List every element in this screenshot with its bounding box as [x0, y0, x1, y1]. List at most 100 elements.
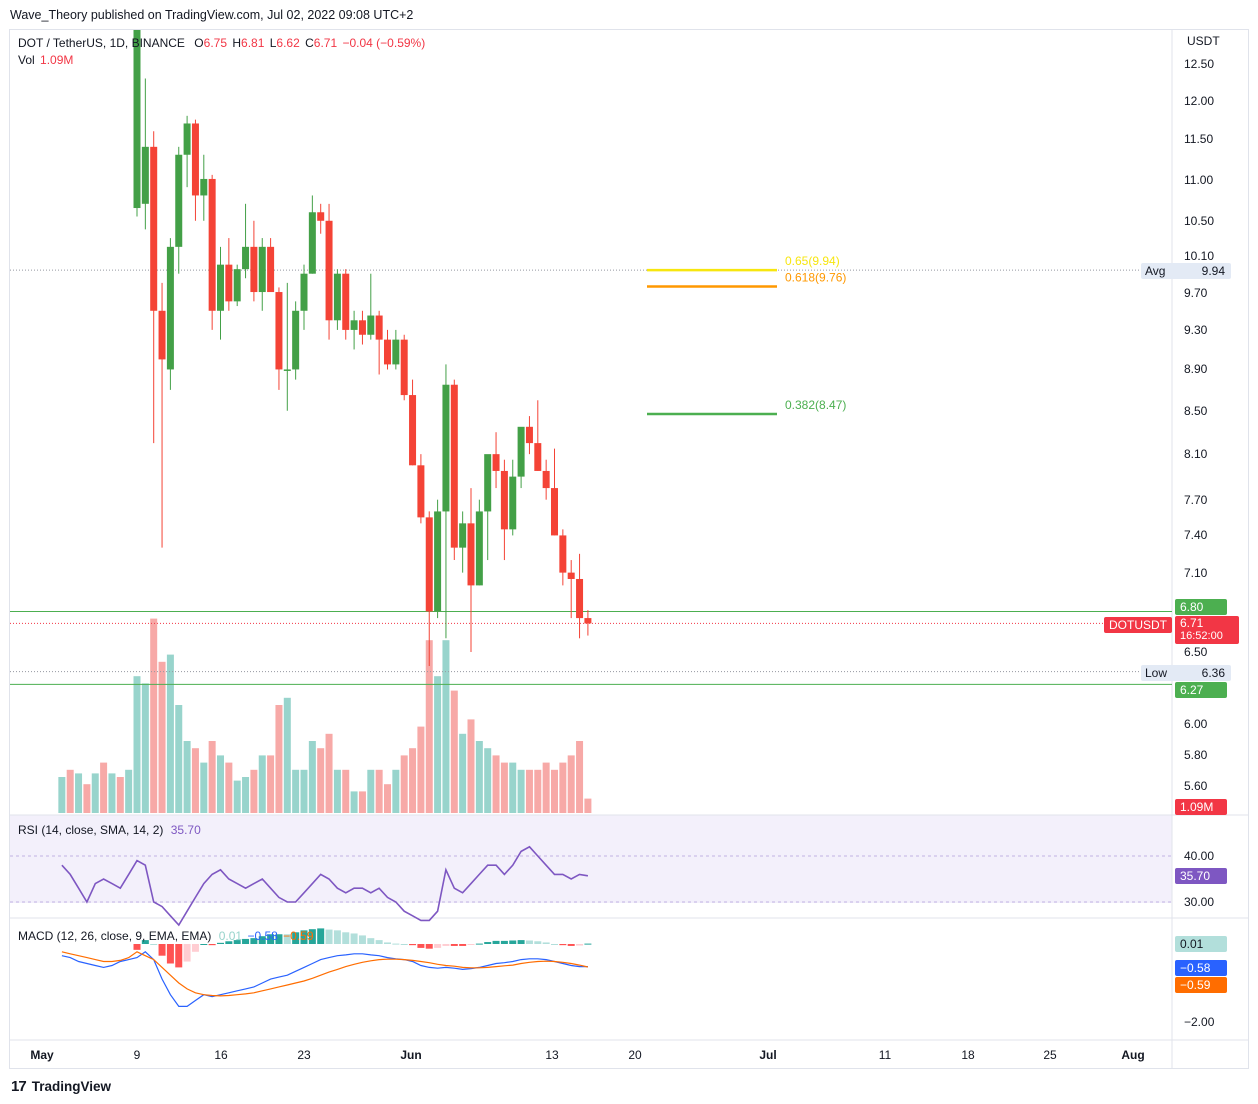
- price-tick-label: 6.50: [1184, 645, 1208, 659]
- macd-hist-bar: [233, 940, 241, 944]
- macd-hist-bar: [217, 942, 224, 944]
- volume-bar: [133, 676, 141, 813]
- candle: [450, 379, 458, 561]
- candle-body: [350, 320, 358, 330]
- candle-body: [567, 572, 575, 579]
- macd-hist-bar: [375, 940, 383, 944]
- time-axis[interactable]: May 9 16 23 Jun 13 20 Jul 11 18 25 Aug: [30, 1048, 1144, 1062]
- candle: [475, 499, 483, 586]
- legend-change: −0.04 (−0.59%): [342, 36, 426, 50]
- candle-body: [559, 535, 567, 573]
- candle: [425, 511, 433, 666]
- time-tick-label: Aug: [1121, 1048, 1144, 1062]
- price-tick-label: 30.00: [1184, 895, 1214, 909]
- macd-pane: [61, 928, 592, 1008]
- volume-bar: [150, 618, 158, 813]
- macd-hist-bar: [417, 944, 425, 948]
- macd-hist-bar: [183, 944, 191, 962]
- candle: [308, 195, 316, 274]
- candle-body: [292, 310, 300, 370]
- candle-body: [217, 264, 224, 311]
- macd-hist-bar: [484, 942, 492, 944]
- time-tick-label: 23: [297, 1048, 311, 1062]
- candle-body: [333, 273, 341, 321]
- macd-hist-bar: [576, 944, 584, 946]
- candle-body: [442, 384, 450, 512]
- candle-body: [308, 212, 316, 274]
- macd-hist-bar: [459, 944, 467, 946]
- price-tick-label: 5.80: [1184, 748, 1208, 762]
- avg-tag-label: Avg: [1145, 264, 1166, 278]
- price-tick-label: 12.00: [1184, 94, 1214, 108]
- macd-hist-bar: [283, 934, 291, 944]
- candle: [367, 273, 375, 340]
- macd-legend-macd: −0.58: [247, 929, 278, 943]
- candle-body: [584, 618, 592, 624]
- volume-bar: [500, 762, 508, 813]
- macd-hist-bar: [509, 940, 517, 944]
- volume-bar: [175, 705, 183, 813]
- candle: [333, 269, 341, 330]
- macd-hist-bar: [450, 944, 458, 946]
- candle: [242, 203, 250, 279]
- volume-bar: [525, 769, 533, 813]
- candle-body: [434, 511, 442, 612]
- macd-hist-bar: [425, 944, 433, 949]
- candle: [459, 511, 467, 573]
- price-tick-label: 7.40: [1184, 528, 1208, 542]
- signal-line: [61, 951, 589, 997]
- macd-hist-bar: [409, 944, 417, 946]
- candle: [467, 488, 475, 653]
- volume-bar: [91, 773, 99, 813]
- time-tick-label: 18: [961, 1048, 975, 1062]
- price-axis[interactable]: 12.50 12.00 11.50 11.00 10.50 10.10 9.70 9.30 8.…: [1184, 57, 1215, 1029]
- macd-hist-bar: [542, 942, 550, 944]
- macd-hist-bar: [358, 935, 366, 944]
- candle: [358, 310, 366, 345]
- volume-bar: [442, 640, 450, 813]
- candle-body: [200, 178, 208, 196]
- candle-body: [500, 470, 508, 530]
- candle: [417, 454, 425, 524]
- legend-low: 6.62: [276, 36, 300, 50]
- macd-signal-tag: −0.59: [1175, 977, 1227, 993]
- footer-brand-label: TradingView: [31, 1079, 111, 1094]
- candle-body: [467, 523, 475, 586]
- candle: [191, 119, 199, 221]
- candle: [292, 301, 300, 380]
- level-lines: [10, 269, 1172, 685]
- candle-body: [409, 395, 417, 466]
- candle: [492, 432, 500, 489]
- legend-open: 6.75: [203, 36, 227, 50]
- legend-close: 6.71: [313, 36, 338, 50]
- candle-body: [141, 146, 149, 204]
- macd-legend-hist: 0.01: [218, 929, 243, 943]
- candle: [525, 416, 533, 455]
- symbol-tag: DOTUSDT: [1104, 617, 1172, 633]
- candle-body: [183, 123, 191, 155]
- macd-hist-bar: [400, 944, 408, 945]
- candle: [375, 310, 383, 375]
- candle-body: [166, 246, 174, 370]
- volume-bar: [425, 640, 433, 813]
- macd-hist-bar: [133, 944, 141, 950]
- candle: [208, 174, 216, 330]
- volume-bar: [417, 726, 425, 813]
- macd-hist-bar: [434, 944, 442, 948]
- volume-bar: [292, 769, 300, 813]
- legend-vol: 1.09M: [40, 53, 74, 67]
- price-tick-label: 12.50: [1184, 57, 1214, 71]
- time-tick-label: 20: [628, 1048, 642, 1062]
- candle-body: [342, 273, 350, 330]
- candle: [392, 329, 400, 370]
- rsi-legend-label: RSI (14, close, SMA, 14, 2): [18, 823, 164, 837]
- macd-hist-bar: [200, 944, 208, 945]
- price-tick-label: 40.00: [1184, 849, 1214, 863]
- legend-o-label: O: [194, 36, 204, 50]
- macd-hist-bar: [292, 932, 300, 944]
- last-price-value: 6.71: [1180, 616, 1204, 630]
- time-tick-label: 9: [134, 1048, 141, 1062]
- footer-brand[interactable]: 17 TradingView: [11, 1078, 111, 1095]
- fib-label: 0.382(8.47): [785, 398, 846, 412]
